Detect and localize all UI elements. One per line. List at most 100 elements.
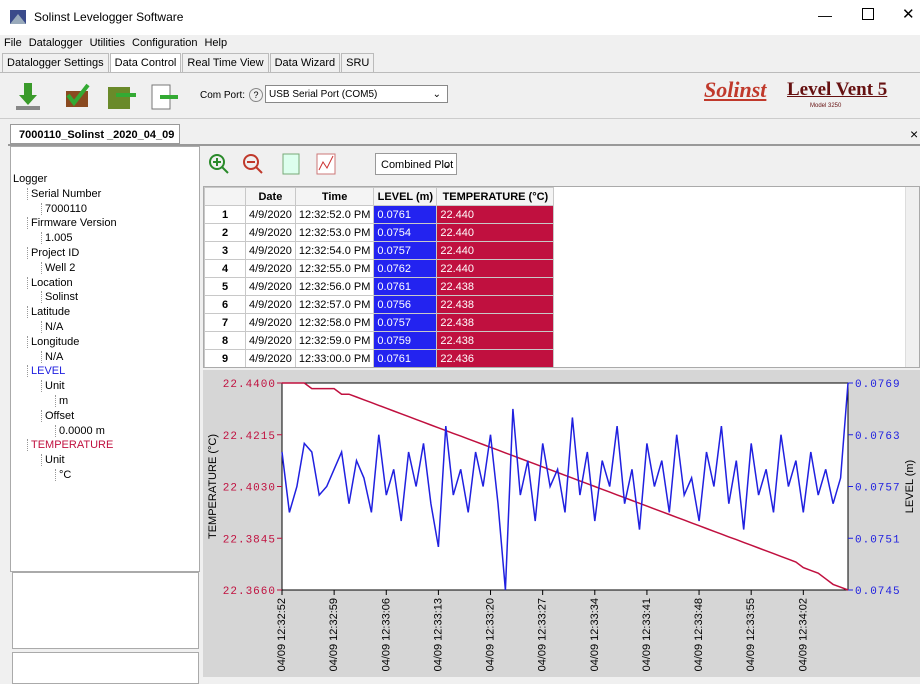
- table-cell: 6: [204, 295, 246, 314]
- table-cell: 4/9/2020: [245, 259, 296, 278]
- zoom-out[interactable]: [243, 154, 259, 170]
- app-icon: [10, 10, 26, 24]
- data-table-panel: Date Time LEVEL (m) TEMPERATURE (°C) 1 4/9/20…: [203, 186, 920, 368]
- chart-icon[interactable]: [316, 153, 336, 175]
- table-cell: 3: [204, 241, 246, 260]
- tree-node: N/A: [41, 350, 63, 363]
- view-mode: Combined Plot: [381, 159, 454, 171]
- tree-node: Location: [27, 276, 73, 289]
- table-cell: 4/9/2020: [245, 241, 296, 260]
- menu-item[interactable]: File: [4, 37, 22, 49]
- table-cell: 12:32:55.0 PM: [294, 259, 375, 278]
- com-port-select[interactable]: USB Serial Port (COM5) ⌄: [265, 85, 448, 103]
- tree-node: Longitude: [27, 335, 79, 348]
- tree-node: TEMPERATURE: [27, 439, 113, 452]
- tree-node: m: [55, 395, 68, 407]
- table-row: 8 4/9/2020 12:32:59.0 PM 0.0759 22.438: [204, 331, 555, 350]
- tree-node: °C: [55, 469, 71, 481]
- header-cell: [204, 187, 246, 206]
- table-cell: 4/9/2020: [245, 331, 296, 350]
- x-tick-label: 04/09 12:33:13: [432, 598, 444, 671]
- table-row: 4 4/9/2020 12:32:55.0 PM 0.0762 22.440: [204, 259, 555, 278]
- table-cell: 12:32:54.0 PM: [294, 241, 375, 260]
- table-cell: 22.440: [436, 259, 555, 278]
- header-row: Date Time LEVEL (m) TEMPERATURE (°C): [204, 187, 555, 206]
- zoom-100[interactable]: [282, 153, 300, 175]
- series-line: [281, 382, 849, 591]
- table-cell: 12:32:57.0 PM: [294, 295, 375, 314]
- x-tick-label: 04/09 12:33:55: [745, 598, 757, 671]
- tab[interactable]: Data Control: [109, 53, 182, 72]
- tree-panel: Logger Serial Number 7000110 Firmware Versi…: [10, 146, 200, 572]
- y-axis-label: TEMPERATURE (°C): [207, 434, 219, 539]
- plot-tools: [209, 153, 336, 175]
- tab[interactable]: Datalogger Settings: [2, 53, 109, 72]
- close[interactable]: ✕: [902, 6, 915, 23]
- minimize[interactable]: —: [818, 7, 832, 23]
- table-cell: 0.0761: [373, 205, 438, 224]
- table-cell: 8: [204, 331, 246, 350]
- menu-item[interactable]: Help: [204, 37, 228, 49]
- y2-tick-label: 0.0745: [855, 586, 901, 598]
- table-cell: 0.0761: [373, 277, 438, 296]
- table-cell: 4/9/2020: [245, 277, 296, 296]
- menu-item[interactable]: Utilities: [89, 37, 126, 49]
- download-icon[interactable]: [19, 83, 37, 105]
- menu-item[interactable]: Configuration: [132, 37, 198, 49]
- document-tab[interactable]: 7000110_Solinst _2020_04_09: [10, 124, 180, 144]
- table-row: 7 4/9/2020 12:32:58.0 PM 0.0757 22.438: [204, 313, 555, 332]
- table-cell: 22.436: [436, 349, 555, 367]
- x-tick-label: 04/09 12:33:41: [641, 598, 653, 671]
- x-tick-label: 04/09 12:34:02: [797, 598, 809, 671]
- table-cell: 5: [204, 277, 246, 296]
- table-cell: 22.440: [436, 241, 555, 260]
- table-cell: 12:33:00.0 PM: [294, 349, 375, 367]
- table-cell: 0.0756: [373, 295, 438, 314]
- table-cell: 12:32:52.0 PM: [294, 205, 375, 224]
- help-icon[interactable]: ?: [249, 88, 263, 102]
- table-row: 5 4/9/2020 12:32:56.0 PM 0.0761 22.438: [204, 277, 555, 296]
- tree-node: 0.0000 m: [55, 424, 105, 437]
- x-tick-label: 04/09 12:33:34: [589, 598, 601, 671]
- tree-node: Offset: [41, 409, 74, 422]
- tree-node: 7000110: [41, 202, 87, 215]
- document-close[interactable]: ×: [910, 126, 919, 142]
- plot-toolbar: Combined Plot ⌄: [203, 148, 920, 184]
- tree-node: Firmware Version: [27, 217, 117, 230]
- x-tick-label: 04/09 12:33:48: [693, 598, 705, 671]
- table-cell: 0.0757: [373, 313, 438, 332]
- zoom-in[interactable]: [209, 154, 225, 170]
- plot: 22.4400 22.4215 22.4030 22.3845 22.3660 0.076…: [203, 370, 920, 677]
- y-tick-label: 22.4030: [223, 483, 276, 495]
- y2-axis-label: LEVEL (m): [904, 460, 916, 513]
- tab[interactable]: SRU: [341, 53, 375, 72]
- x-tick-label: 04/09 12:33:20: [485, 598, 497, 671]
- tab[interactable]: Real Time View: [182, 53, 269, 72]
- info-box: [12, 652, 199, 684]
- table-cell: 22.438: [436, 277, 555, 296]
- table-cell: 7: [204, 313, 246, 332]
- com-port-label: Com Port:: [200, 90, 246, 101]
- y2-tick-label: 0.0763: [855, 431, 901, 443]
- brand: Solinst: [704, 77, 767, 102]
- table-cell: 4/9/2020: [245, 295, 296, 314]
- y-tick-label: 22.4400: [223, 379, 276, 391]
- tab[interactable]: Data Wizard: [269, 53, 341, 72]
- menu-item[interactable]: Datalogger: [28, 37, 83, 49]
- scrollbar[interactable]: [905, 187, 919, 367]
- maximize[interactable]: [862, 8, 874, 20]
- table-cell: 1: [204, 205, 246, 224]
- table-cell: 22.440: [436, 223, 555, 242]
- folder-icon[interactable]: [108, 87, 130, 109]
- menu-bar: File Datalogger Utilities Configuration Help: [4, 37, 234, 49]
- com-port-value: USB Serial Port (COM5): [269, 89, 378, 100]
- table-row: 9 4/9/2020 12:33:00.0 PM 0.0761 22.436: [204, 349, 555, 367]
- data-table: Date Time LEVEL (m) TEMPERATURE (°C) 1 4/9/20…: [204, 187, 555, 367]
- table-cell: 0.0762: [373, 259, 438, 278]
- tree-node: Unit: [41, 454, 65, 467]
- view-mode-select[interactable]: Combined Plot ⌄: [375, 153, 457, 175]
- document-tab-label: 7000110_Solinst _2020_04_09: [19, 129, 175, 141]
- table-row: 1 4/9/2020 12:32:52.0 PM 0.0761 22.440: [204, 205, 555, 224]
- y-tick-label: 22.3660: [223, 586, 276, 598]
